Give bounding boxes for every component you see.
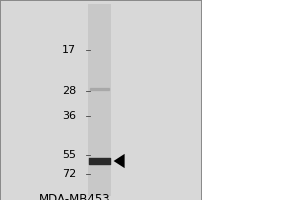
Text: 17: 17 [62,45,76,55]
Text: 28: 28 [62,86,76,96]
Polygon shape [114,154,124,168]
Bar [88,4,111,196]
Text: 72: 72 [62,169,76,179]
Text: MDA-MB453: MDA-MB453 [39,193,110,200]
Text: 55: 55 [62,150,76,160]
Text: 36: 36 [62,111,76,121]
